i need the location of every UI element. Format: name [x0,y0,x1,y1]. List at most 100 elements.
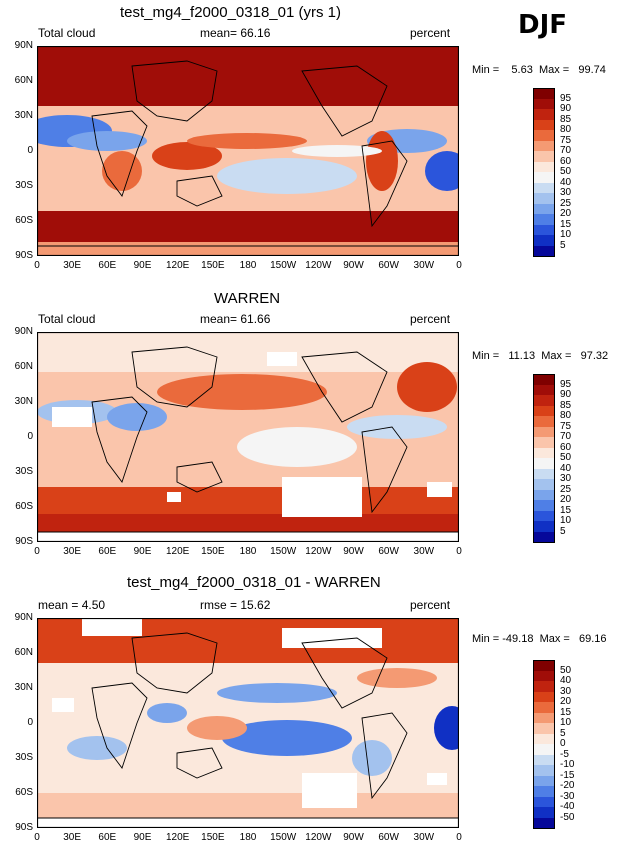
panel1-lat-tick: 60S [15,215,33,226]
panel2-colorbar-box [533,468,555,480]
panel2-colorbar-label: 40 [560,462,572,474]
panel2-lon-tick: 60E [98,546,117,557]
panel1-lon-tick: 60W [378,260,399,271]
panel1-map [37,46,459,256]
panel1-colorbar-box [533,224,555,236]
panel1-lon-tick: 120W [305,260,332,271]
season-label: DJF [518,10,568,40]
panel3-colorbar-label: -50 [560,811,575,823]
panel3-colorbar-box [533,712,555,724]
panel1-colorbar-label: 75 [560,134,572,146]
panel3-lon-tick: 150E [201,832,225,843]
panel3-colorbar-box [533,733,555,745]
panel1-colorbar-label: 60 [560,155,572,167]
panel2-colorbar-box [533,374,555,385]
panel3-lon-tick: 30E [63,832,82,843]
panel2-map-svg [37,332,459,542]
panel3-title: test_mg4_f2000_0318_01 - WARREN [127,574,381,591]
panel2-lat-tick: 60S [15,501,33,512]
panel2-colorbar-box [533,458,555,469]
panel3-lat-tick: 90S [15,822,33,833]
panel3-lon-tick: 30W [413,832,435,843]
panel2-lon-tick: 30W [413,546,435,557]
panel1-colorbar-box [533,245,555,257]
panel2-lat-tick: 90S [15,536,33,547]
panel2-lat-tick: 90N [14,326,33,337]
panel1-colorbar-label: 90 [560,103,572,114]
panel1-lon-tick: 60E [98,260,117,271]
panel3-colorbar-box [533,754,555,766]
panel2-colorbar-box [533,426,555,438]
panel2-title: WARREN [214,290,281,307]
panel1-lon-tick: 120E [165,260,190,271]
panel2-colorbar-box [533,489,555,501]
panel3-colorbar-label: 30 [560,685,572,697]
panel2-colorbar-label: 50 [560,452,572,463]
panel3-lon-tick: 120E [165,832,190,843]
panel1-colorbar-box [533,161,555,173]
panel1-title: test_mg4_f2000_0318_01 (yrs 1) [120,4,341,21]
panel2-colorbar-box [533,437,555,448]
panel3-lon-tick: 0 [34,832,40,843]
panel2-lon-tick: 180 [239,546,257,557]
panel2-lon-tick: 120W [305,546,332,557]
panel1-colorbar-box [533,193,555,204]
panel3-colorbar-box [533,786,555,797]
panel2-colorbar-label: 70 [560,431,572,442]
panel3-colorbar-label: -40 [560,801,575,812]
panel3-colorbar-label: 10 [560,717,572,728]
panel1-units-label: percent [410,26,451,40]
panel1-colorbar-box [533,130,555,141]
panel2-lat-tick: 30S [15,466,33,477]
panel1-colorbar-box [533,140,555,152]
panel1-mean-label: mean= 66.16 [200,26,271,40]
panel2-colorbar-label: 30 [560,473,572,484]
panel1-colorbar-box [533,98,555,110]
panel2-colorbar-label: 95 [560,378,572,390]
panel1-colorbar-label: 85 [560,113,572,125]
panel1-lat-tick: 60N [14,75,33,86]
panel3-colorbar-label: 50 [560,664,572,676]
panel1-colorbar-label: 95 [560,92,572,104]
panel2-lon-tick: 90W [343,546,364,557]
panel3-lat-tick: 90N [14,612,33,623]
panel3-lon-tick: 150W [270,832,297,843]
panel3-lon-tick: 120W [305,832,332,843]
panel2-lon-tick: 150W [270,546,297,557]
panel1-lon-tick: 30E [63,260,82,271]
panel1-colorbar-box [533,119,555,131]
panel2-mean-label: mean= 61.66 [200,312,271,326]
panel2-minmax: Min = 11.13 Max = 97.32 [472,350,609,362]
panel1-lon-tick: 180 [239,260,257,271]
panel2-map [37,332,459,542]
panel1-colorbar-box [533,88,555,99]
panel1-colorbar-label: 40 [560,176,572,188]
panel2-colorbar-box [533,521,555,532]
panel3-colorbar-box [533,775,555,787]
panel3-colorbar-box [533,702,555,713]
panel3-colorbar-label: 0 [560,738,566,749]
panel1-colorbar-label: 30 [560,187,572,198]
panel3-colorbar-box [533,670,555,682]
panel1-lat-tick: 0 [27,145,33,156]
panel2-lat-tick: 0 [27,431,33,442]
panel2-colorbar-label: 85 [560,399,572,411]
panel3-units-label: percent [410,598,451,612]
panel2-colorbar-label: 60 [560,441,572,453]
panel3-colorbar-box [533,807,555,818]
panel3-rmse-label: rmse = 15.62 [200,598,271,612]
panel3-colorbar-label: -20 [560,780,575,791]
panel3-colorbar-label: 40 [560,675,572,686]
panel2-colorbar-label: 20 [560,494,572,505]
panel2-colorbar-label: 5 [560,525,566,537]
panel2-colorbar-label: 90 [560,389,572,400]
panel3-colorbar-label: 15 [560,706,572,718]
panel3-colorbar-box [533,817,555,829]
panel1-lon-tick: 0 [34,260,40,271]
panel3-lon-tick: 0 [456,832,462,843]
panel3-colorbar-box [533,691,555,703]
panel2-lon-tick: 0 [456,546,462,557]
panel3-colorbar-label: -30 [560,790,575,802]
panel3-colorbar-box [533,744,555,755]
panel1-colorbar-label: 80 [560,124,572,135]
